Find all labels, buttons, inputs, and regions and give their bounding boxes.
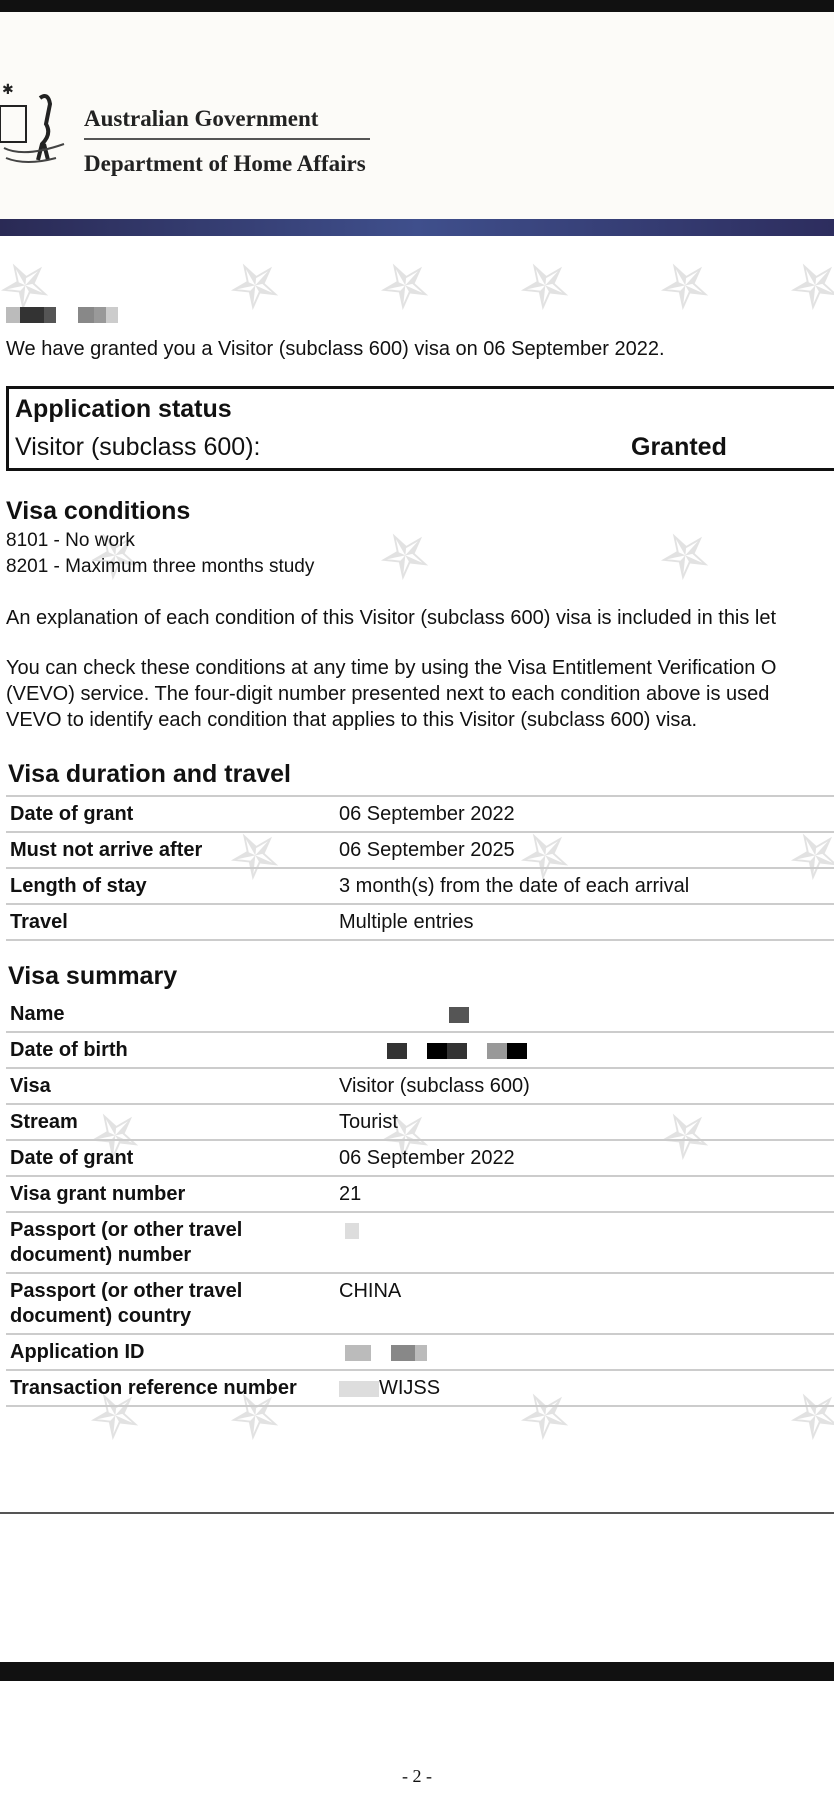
page-number: - 2 - [402,1766,432,1786]
row-value: CHINA [339,1280,402,1302]
row-label: Name [10,1003,65,1025]
row-value: Multiple entries [339,911,474,933]
government-name: Australian Government [84,106,319,131]
table-row: Passport (or other travel document) coun… [6,1274,834,1335]
redacted-value [339,1002,469,1027]
header-band [0,219,834,236]
status-visa: Visitor (subclass 600): [15,433,261,461]
row-label: Application ID [10,1341,145,1363]
table-row: Application ID [6,1335,834,1371]
table-row: Passport (or other travel document) numb… [6,1213,834,1274]
table-row: Stream Tourist [6,1105,834,1141]
condition-item: 8101 - No work [6,530,135,551]
row-value: Visitor (subclass 600) [339,1075,530,1097]
row-label: Must not arrive after [10,839,203,861]
page-break-bar [0,1662,834,1681]
duration-title: Visa duration and travel [8,760,291,788]
row-value: 21 [339,1183,362,1205]
table-row: Date of birth [6,1033,834,1069]
table-row: Must not arrive after 06 September 2025 [6,833,834,869]
grant-intro: We have granted you a Visitor (subclass … [6,338,665,360]
row-label: Travel [10,911,68,933]
conditions-explanation: An explanation of each condition of this… [6,607,777,629]
row-label: Visa grant number [10,1183,186,1205]
duration-table: Date of grant 06 September 2022 Must not … [6,795,834,941]
redacted-recipient-name [6,303,118,326]
coat-of-arms-logo: ✱ [0,81,65,163]
table-row: Visa grant number 21 [6,1177,834,1213]
svg-text:✱: ✱ [2,81,14,97]
table-row: Transaction reference number WIJSS [6,1371,834,1407]
condition-item: 8201 - Maximum three months study [6,556,315,577]
application-status-box: Application status Visitor (subclass 600… [6,386,834,471]
department-name: Department of Home Affairs [84,151,366,176]
redacted-value [339,1340,427,1365]
row-label: Stream [10,1111,78,1133]
row-label: Visa [10,1075,51,1097]
row-label: Passport (or other travel document) coun… [10,1280,243,1327]
vevo-text: You can check these conditions at any ti… [6,657,777,679]
table-row: Travel Multiple entries [6,905,834,941]
divider [84,138,370,140]
summary-title: Visa summary [8,962,178,990]
redacted-value [339,1038,527,1063]
footer-divider [0,1512,834,1514]
redacted-value [339,1218,359,1243]
row-value: WIJSS [339,1376,440,1401]
row-value: Tourist [339,1111,398,1133]
vevo-text: VEVO to identify each condition that app… [6,709,698,731]
row-value: 06 September 2022 [339,1147,515,1169]
table-row: Date of grant 06 September 2022 [6,1141,834,1177]
summary-table: Name Date of birth Visa Visitor (subclass… [6,997,834,1407]
status-title: Application status [15,395,232,423]
row-value: 06 September 2025 [339,839,515,861]
row-label: Date of birth [10,1039,128,1061]
top-bar [0,0,834,12]
row-value: 3 month(s) from the date of each arrival [339,875,690,897]
table-row: Date of grant 06 September 2022 [6,795,834,833]
vevo-text: (VEVO) service. The four-digit number pr… [6,683,770,705]
table-row: Name [6,997,834,1033]
status-badge: Granted [631,433,727,461]
letterhead: ✱ Australian Government Department of Ho… [0,12,834,219]
table-row: Visa Visitor (subclass 600) [6,1069,834,1105]
partial-reference: WIJSS [379,1377,441,1399]
row-label: Transaction reference number [10,1377,297,1399]
conditions-title: Visa conditions [6,497,191,525]
row-value: 06 September 2022 [339,803,515,825]
row-label: Date of grant [10,1147,134,1169]
table-row: Length of stay 3 month(s) from the date o… [6,869,834,905]
row-label: Passport (or other travel document) numb… [10,1219,243,1266]
row-label: Length of stay [10,875,147,897]
row-label: Date of grant [10,803,134,825]
